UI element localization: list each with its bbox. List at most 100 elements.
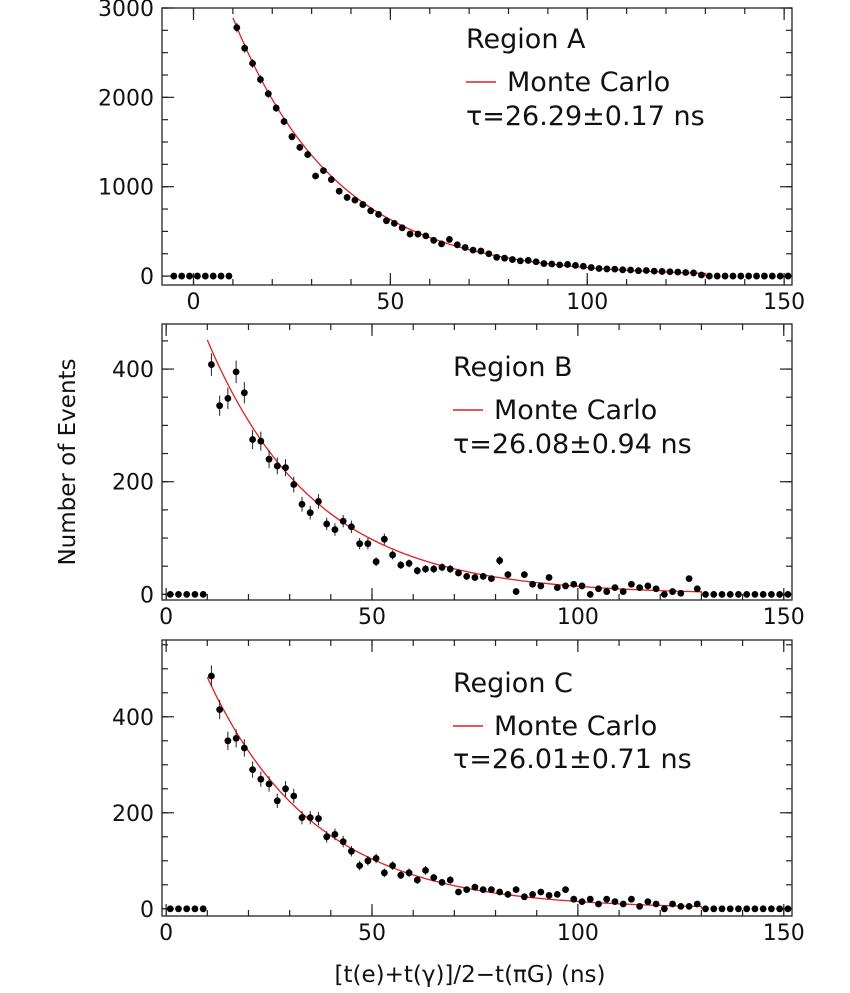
x-tick-label: 150 xyxy=(763,605,805,630)
panel-a-legend-label: Monte Carlo xyxy=(507,67,670,98)
x-tick-label: 0 xyxy=(187,290,201,315)
data-point xyxy=(372,855,380,862)
data-point xyxy=(644,898,652,905)
data-point xyxy=(650,267,658,275)
y-tick-label: 400 xyxy=(112,706,154,731)
data-point xyxy=(652,585,660,593)
data-point xyxy=(455,888,462,896)
data-point xyxy=(743,905,751,913)
data-point xyxy=(572,261,579,269)
plot-frame xyxy=(161,7,793,286)
data-point xyxy=(496,557,504,564)
data-point xyxy=(493,253,501,261)
data-point xyxy=(166,905,174,913)
data-point xyxy=(209,272,217,280)
data-point xyxy=(516,257,524,265)
data-point xyxy=(556,261,564,269)
y-tick-label: 2000 xyxy=(98,86,154,111)
data-point xyxy=(529,891,536,898)
panel-a-plot: 0 50 100 150 0 1000 2000 3000 xyxy=(98,0,805,315)
data-point xyxy=(372,558,380,566)
data-point xyxy=(356,862,364,869)
data-point xyxy=(455,569,462,577)
data-point xyxy=(562,582,569,590)
panel-c-legend-label: Monte Carlo xyxy=(494,711,657,742)
data-point xyxy=(776,590,784,598)
data-point xyxy=(273,462,281,470)
data-point xyxy=(178,272,186,280)
data-point xyxy=(191,905,199,913)
data-point xyxy=(768,272,776,280)
x-tick-label: 100 xyxy=(566,290,608,315)
data-point xyxy=(693,585,701,593)
data-point xyxy=(702,905,709,913)
x-tick-label: 150 xyxy=(763,921,805,946)
data-point xyxy=(660,590,668,598)
data-point xyxy=(705,272,713,280)
data-point xyxy=(611,584,619,592)
data-point xyxy=(282,464,289,472)
panel-b-region-label: Region B xyxy=(453,352,573,383)
data-point xyxy=(603,895,611,903)
data-point xyxy=(183,590,191,598)
data-point xyxy=(658,268,666,275)
data-point xyxy=(603,588,611,595)
data-point xyxy=(272,104,280,112)
y-tick-label: 200 xyxy=(112,471,154,496)
data-point xyxy=(405,869,413,877)
data-point xyxy=(545,574,553,581)
data-point xyxy=(776,272,784,280)
x-tick-label: 50 xyxy=(358,921,386,946)
data-point xyxy=(564,261,571,268)
x-tick-label: 50 xyxy=(376,290,404,315)
data-point xyxy=(471,883,479,891)
data-point xyxy=(710,905,718,913)
data-point xyxy=(660,905,668,913)
data-point xyxy=(595,585,602,593)
data-point xyxy=(488,575,495,582)
data-point xyxy=(282,785,289,793)
data-point xyxy=(479,572,487,580)
data-point xyxy=(315,498,322,505)
data-point xyxy=(438,879,446,886)
panel-a: 0 50 100 150 0 1000 2000 3000 Region A Monte Ca… xyxy=(98,0,805,315)
panel-c: 0 50 100 150 0 200 400 Region C Monte Carlo τ=… xyxy=(112,639,805,946)
panel-a-tau-label: τ=26.29±0.17 ns xyxy=(466,101,705,132)
data-point xyxy=(666,268,674,276)
data-point xyxy=(677,589,685,597)
data-point xyxy=(398,224,406,232)
data-point xyxy=(186,272,193,280)
data-point xyxy=(430,236,438,244)
data-point xyxy=(232,735,240,742)
y-tick-label: 0 xyxy=(140,583,154,608)
data-point xyxy=(359,201,367,208)
data-point xyxy=(636,903,644,910)
data-point xyxy=(257,775,265,783)
data-point xyxy=(240,389,248,397)
data-point xyxy=(485,250,493,258)
data-point xyxy=(348,847,355,855)
y-axis-title: Number of Events xyxy=(55,358,81,565)
data-point xyxy=(611,265,619,273)
x-tick-label: 50 xyxy=(358,605,386,630)
data-point xyxy=(224,737,232,745)
data-point xyxy=(636,584,644,592)
data-point xyxy=(477,247,485,255)
data-point xyxy=(595,265,603,272)
data-point xyxy=(422,565,429,573)
data-point xyxy=(496,888,504,896)
data-point xyxy=(628,895,635,903)
data-point xyxy=(479,886,487,893)
data-point xyxy=(669,588,676,595)
data-point xyxy=(183,905,191,913)
panel-b-plot: 0 50 100 150 0 200 400 xyxy=(112,323,805,630)
data-point xyxy=(751,905,759,913)
panel-b: 0 50 100 150 0 200 400 Region B Monte Carlo τ=… xyxy=(112,323,805,630)
data-point xyxy=(524,257,532,264)
data-point xyxy=(170,272,178,280)
data-point xyxy=(718,905,726,913)
data-point xyxy=(306,814,314,821)
data-point xyxy=(298,814,306,821)
x-tick-label: 0 xyxy=(159,921,173,946)
data-point xyxy=(619,266,627,274)
